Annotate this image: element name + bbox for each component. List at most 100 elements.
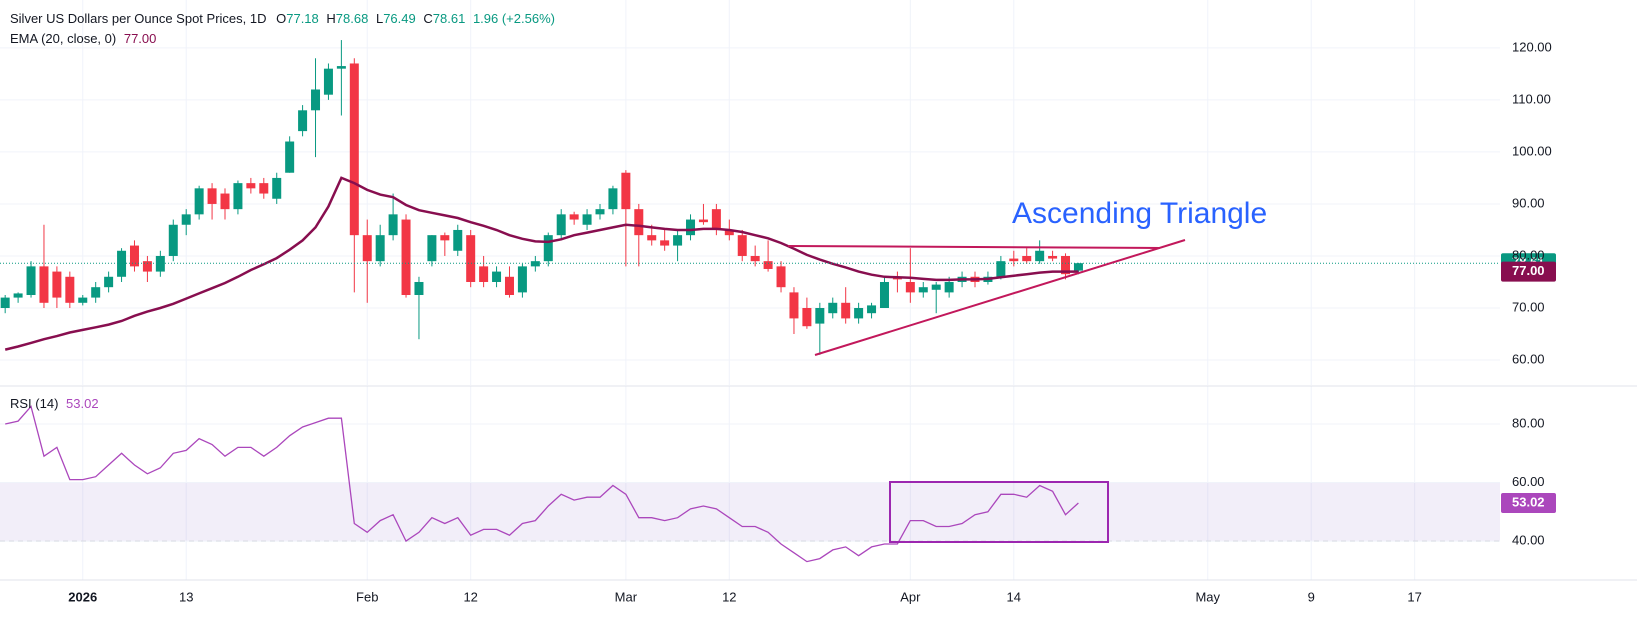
y-tick-label: 80.00 — [1512, 247, 1545, 262]
ema-legend: EMA (20, close, 0) 77.00 — [10, 31, 156, 46]
candle-body — [1009, 258, 1019, 262]
rsi-highlight-box — [889, 481, 1109, 543]
candle-body — [375, 235, 385, 262]
close-value: 78.61 — [433, 11, 466, 26]
candle-body — [1022, 255, 1032, 262]
candle-body — [1073, 263, 1083, 271]
candle-body — [104, 276, 114, 288]
candle-body — [259, 183, 269, 194]
candle-body — [504, 276, 514, 295]
candle-body — [905, 281, 915, 293]
candle-body — [285, 141, 295, 173]
candle-body — [711, 209, 721, 230]
ema-badge: 77.00 — [1512, 263, 1545, 278]
candle-body — [401, 219, 411, 295]
candle-body — [854, 308, 864, 319]
candle-body — [686, 219, 696, 236]
candle-body — [673, 235, 683, 246]
candle-body — [142, 261, 152, 272]
candle-body — [802, 308, 812, 327]
x-tick-label: 17 — [1407, 589, 1421, 604]
candle-body — [336, 66, 346, 69]
candle-body — [1048, 255, 1058, 259]
ohlc-letter: H — [326, 11, 335, 26]
candle-body — [388, 214, 398, 236]
candle-body — [750, 255, 760, 262]
x-tick-label: 2026 — [68, 589, 97, 604]
candle-body — [841, 302, 851, 319]
candle-body — [155, 255, 165, 272]
candle-body — [272, 177, 282, 199]
low-value: 76.49 — [383, 11, 416, 26]
candle-body — [737, 235, 747, 256]
open-value: 77.18 — [286, 11, 319, 26]
candle-body — [194, 188, 204, 215]
candle-body — [621, 172, 631, 210]
candle-body — [789, 292, 799, 319]
candle-body — [181, 214, 191, 225]
candle-body — [724, 229, 734, 236]
x-tick-label: Mar — [615, 589, 638, 604]
x-tick-label: 12 — [463, 589, 477, 604]
candle-body — [595, 209, 605, 215]
candle-body — [608, 188, 618, 210]
candle-body — [91, 287, 101, 298]
high-value: 78.68 — [336, 11, 369, 26]
ema-value: 77.00 — [124, 31, 157, 46]
candle-body — [233, 183, 243, 210]
candle-body — [556, 214, 566, 236]
resistance-line — [787, 245, 1161, 249]
y-tick-label: 70.00 — [1512, 299, 1545, 314]
rsi-line — [5, 405, 1079, 563]
y-tick-label: 60.00 — [1512, 351, 1545, 366]
ema-line — [4, 176, 1079, 351]
candle-body — [543, 235, 553, 262]
candle-body — [13, 293, 23, 298]
candle-body — [246, 183, 256, 189]
candle-body — [129, 245, 139, 267]
candle-body — [828, 302, 838, 314]
candle-body — [582, 214, 592, 225]
candle-body — [26, 266, 36, 295]
candle-body — [918, 287, 928, 293]
x-tick-label: 14 — [1007, 589, 1021, 604]
ema-name: EMA (20, close, 0) — [10, 31, 116, 46]
candle-body — [323, 68, 333, 95]
candle-body — [298, 110, 308, 132]
candle-body — [362, 235, 372, 262]
candle-body — [634, 209, 644, 236]
rsi-value: 53.02 — [66, 396, 99, 411]
header-ohlc: Silver US Dollars per Ounce Spot Prices,… — [10, 11, 555, 26]
x-tick-label: 13 — [179, 589, 193, 604]
x-tick-label: Apr — [900, 589, 921, 604]
candle-body — [427, 235, 437, 262]
candle-body — [815, 308, 825, 324]
candle-body — [39, 266, 49, 303]
ohlc-letter: L — [376, 11, 383, 26]
ohlc-letter: O — [276, 11, 286, 26]
candle-body — [492, 271, 502, 282]
y-tick-label: 110.00 — [1512, 91, 1551, 106]
rsi-tick-label: 60.00 — [1512, 474, 1545, 489]
candle-body — [1035, 250, 1045, 262]
candle-body — [931, 284, 941, 290]
x-tick-label: 12 — [722, 589, 736, 604]
y-tick-label: 120.00 — [1512, 39, 1552, 54]
rsi-tick-label: 40.00 — [1512, 533, 1545, 548]
candle-body — [65, 276, 75, 303]
rsi-band — [0, 482, 1500, 542]
candle-body — [466, 235, 476, 282]
x-tick-label: Feb — [356, 589, 378, 604]
candle-body — [517, 266, 527, 293]
marks — [0, 40, 1500, 563]
candle-body — [776, 266, 786, 288]
rsi-name: RSI (14) — [10, 396, 58, 411]
ema-badge-bg — [1501, 261, 1556, 282]
candle-body — [220, 193, 230, 210]
candle-body — [944, 281, 954, 293]
candle-body — [879, 281, 889, 308]
ohlc-letter: C — [423, 11, 432, 26]
y-tick-label: 90.00 — [1512, 195, 1545, 210]
